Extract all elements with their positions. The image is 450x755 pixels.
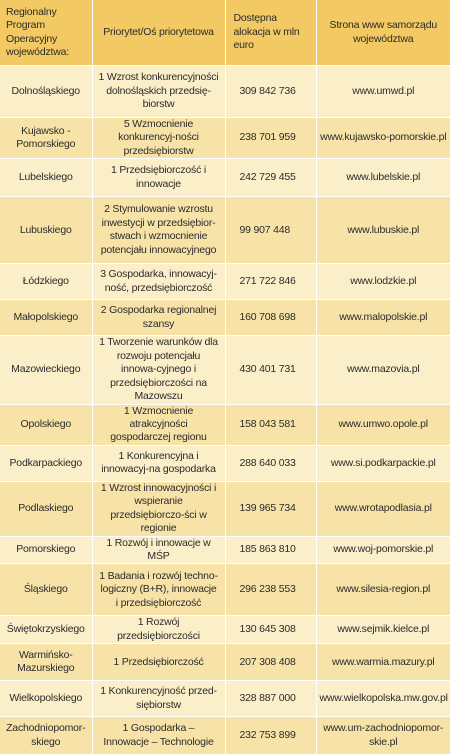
header-program: Regionalny Program Operacyjny województw… xyxy=(0,0,92,66)
priority-text: 1 Rozwój przedsiębiorczości xyxy=(91,615,225,645)
allocation-amount: 242 729 455 xyxy=(224,158,316,198)
table-row: Łódzkiego 3 Gospodarka, innowacyj-ność, … xyxy=(0,263,450,301)
website-link[interactable]: www.lodzkie.pl xyxy=(315,263,450,301)
allocation-amount: 271 722 846 xyxy=(224,263,316,301)
region-name: Mazowieckiego xyxy=(0,335,92,405)
table-row: Świętokrzyskiego 1 Rozwój przedsiębiorcz… xyxy=(0,615,450,645)
website-link[interactable]: www.um-zachodniopomor-skie.pl xyxy=(315,716,450,755)
table-row: Kujawsko - Pomorskiego 5 Wzmocnienie kon… xyxy=(0,117,450,160)
priority-text: 1 Gospodarka – Innowacje – Technologie xyxy=(91,716,225,755)
website-link[interactable]: www.sejmik.kielce.pl xyxy=(315,615,450,645)
priority-text: 2 Stymulowanie wzrostu inwestycji w prze… xyxy=(91,196,225,265)
region-name: Świętokrzyskiego xyxy=(0,615,92,645)
table-row: Wielkopolskiego 1 Konkurencyjność przed-… xyxy=(0,680,450,718)
region-name: Małopolskiego xyxy=(0,299,92,337)
table-row: Śląskiego 1 Badania i rozwój techno-logi… xyxy=(0,563,450,617)
allocation-amount: 296 238 553 xyxy=(224,563,316,617)
allocation-amount: 232 753 899 xyxy=(224,716,316,755)
website-link[interactable]: www.silesia-region.pl xyxy=(315,563,450,617)
priority-text: 3 Gospodarka, innowacyj-ność, przedsiębi… xyxy=(91,263,225,301)
priority-text: 1 Tworzenie warunków dla rozwoju potencj… xyxy=(91,335,225,405)
website-link[interactable]: www.mazovia.pl xyxy=(315,335,450,405)
website-link[interactable]: www.wrotapodlasia.pl xyxy=(315,481,450,537)
allocation-amount: 99 907 448 xyxy=(224,196,316,265)
website-link[interactable]: www.lubuskie.pl xyxy=(315,196,450,265)
allocation-amount: 139 965 734 xyxy=(224,481,316,537)
website-link[interactable]: www.si.podkarpackie.pl xyxy=(315,445,450,482)
table-row: Lubelskiego 1 Przedsiębiorczość i innowa… xyxy=(0,158,450,198)
allocation-amount: 288 640 033 xyxy=(224,445,316,482)
table-row: Podkarpackiego 1 Konkurencyjna i innowac… xyxy=(0,445,450,482)
header-row: Regionalny Program Operacyjny województw… xyxy=(0,0,450,66)
header-website: Strona www samorządu województwa xyxy=(315,0,450,66)
table-row: Mazowieckiego 1 Tworzenie warunków dla r… xyxy=(0,335,450,405)
allocation-amount: 328 887 000 xyxy=(224,680,316,718)
table-row: Opolskiego 1 Wzmocnienie atrakcyjności g… xyxy=(0,404,450,446)
region-name: Dolnośląskiego xyxy=(0,65,92,118)
region-name: Pomorskiego xyxy=(0,536,92,565)
allocation-amount: 130 645 308 xyxy=(224,615,316,645)
priority-text: 1 Przedsiębiorczość i innowacje xyxy=(91,158,225,198)
table-row: Pomorskiego 1 Rozwój i innowacje w MŚP 1… xyxy=(0,536,450,565)
website-link[interactable]: www.warmia.mazury.pl xyxy=(315,643,450,682)
allocation-amount: 238 701 959 xyxy=(224,117,316,160)
region-name: Łódzkiego xyxy=(0,263,92,301)
priority-text: 1 Rozwój i innowacje w MŚP xyxy=(91,536,225,565)
allocation-amount: 185 863 810 xyxy=(224,536,316,565)
table-row: Warmińsko-Mazurskiego 1 Przedsiębiorczoś… xyxy=(0,643,450,682)
allocation-amount: 207 308 408 xyxy=(224,643,316,682)
region-name: Kujawsko - Pomorskiego xyxy=(0,117,92,160)
region-name: Śląskiego xyxy=(0,563,92,617)
allocation-amount: 158 043 581 xyxy=(224,404,316,446)
region-name: Lubuskiego xyxy=(0,196,92,265)
table-row: Zachodniopomor-skiego 1 Gospodarka – Inn… xyxy=(0,716,450,755)
table-row: Podlaskiego 1 Wzrost innowacyjności i ws… xyxy=(0,481,450,537)
region-name: Lubelskiego xyxy=(0,158,92,198)
website-link[interactable]: www.malopolskie.pl xyxy=(315,299,450,337)
website-link[interactable]: www.kujawsko-pomorskie.pl xyxy=(315,117,450,160)
website-link[interactable]: www.lubelskie.pl xyxy=(315,158,450,198)
region-name: Podlaskiego xyxy=(0,481,92,537)
region-name: Zachodniopomor-skiego xyxy=(0,716,92,755)
priority-text: 5 Wzmocnienie konkurencyj-ności przedsię… xyxy=(91,117,225,160)
region-name: Warmińsko-Mazurskiego xyxy=(0,643,92,682)
allocation-amount: 309 842 736 xyxy=(224,65,316,118)
priority-text: 1 Wzrost konkurencyjności dolnośląskich … xyxy=(91,65,225,118)
table-row: Dolnośląskiego 1 Wzrost konkurencyjności… xyxy=(0,65,450,118)
priority-text: 1 Konkurencyjność przed-siębiorstw xyxy=(91,680,225,718)
table-row: Lubuskiego 2 Stymulowanie wzrostu inwest… xyxy=(0,196,450,265)
website-link[interactable]: www.umwo.opole.pl xyxy=(315,404,450,446)
allocation-amount: 160 708 698 xyxy=(224,299,316,337)
priority-text: 1 Badania i rozwój techno-logiczny (B+R)… xyxy=(91,563,225,617)
region-name: Podkarpackiego xyxy=(0,445,92,482)
priority-text: 1 Konkurencyjna i innowacyj-na gospodark… xyxy=(91,445,225,482)
priority-text: 1 Wzrost innowacyjności i wspieranie prz… xyxy=(91,481,225,537)
priority-text: 2 Gospodarka regionalnej szansy xyxy=(91,299,225,337)
region-name: Opolskiego xyxy=(0,404,92,446)
header-allocation: Dostępna alokacja w mln euro xyxy=(224,0,316,66)
region-name: Wielkopolskiego xyxy=(0,680,92,718)
website-link[interactable]: www.wielkopolska.mw.gov.pl xyxy=(315,680,450,718)
header-priority: Priorytet/Oś priorytetowa xyxy=(91,0,225,66)
allocation-amount: 430 401 731 xyxy=(224,335,316,405)
website-link[interactable]: www.umwd.pl xyxy=(315,65,450,118)
priority-text: 1 Przedsiębiorczość xyxy=(91,643,225,682)
priority-text: 1 Wzmocnienie atrakcyjności gospodarczej… xyxy=(91,404,225,446)
table-row: Małopolskiego 2 Gospodarka regionalnej s… xyxy=(0,299,450,337)
website-link[interactable]: www.woj-pomorskie.pl xyxy=(315,536,450,565)
